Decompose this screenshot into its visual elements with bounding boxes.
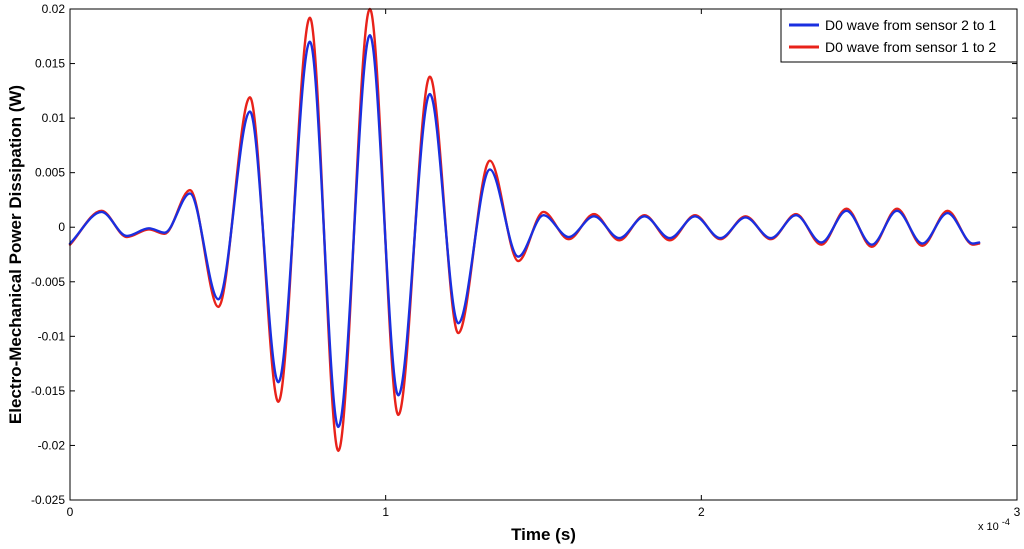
legend-label-1: D0 wave from sensor 2 to 1 [825, 17, 996, 33]
y-tick-label: -0.02 [38, 438, 66, 452]
series-layer [68, 7, 981, 453]
legend: D0 wave from sensor 2 to 1 D0 wave from s… [780, 8, 1018, 63]
plot-area [70, 9, 1017, 500]
x-axis-multiplier-base: x 10 [978, 521, 999, 533]
y-tick-label: -0.025 [31, 493, 65, 507]
plot-frame [69, 8, 1018, 501]
x-axis-multiplier-exponent: -4 [1002, 517, 1010, 527]
legend-label-2: D0 wave from sensor 1 to 2 [825, 39, 996, 55]
x-tick-label: 3 [1014, 505, 1021, 519]
x-tick-label: 0 [67, 505, 74, 519]
y-tick-label: -0.005 [31, 275, 65, 289]
ticks-layer: -0.025 -0.02 -0.015 -0.01 -0.005 0 0.005 0.01 0.… [31, 2, 1021, 519]
x-axis-multiplier: x 10 -4 [978, 517, 1010, 533]
y-tick-label: 0 [58, 220, 65, 234]
x-tick-label: 2 [698, 505, 705, 519]
y-tick-label: 0.005 [35, 166, 65, 180]
y-tick-label: 0.01 [42, 111, 66, 125]
y-axis-title: Electro-Mechanical Power Dissipation (W) [6, 85, 25, 424]
y-tick-label: -0.01 [38, 329, 66, 343]
y-tick-label: -0.015 [31, 384, 65, 398]
y-tick-label: 0.02 [42, 2, 66, 16]
series-line-1 [68, 33, 981, 429]
legend-box [780, 8, 1018, 63]
x-tick-label: 1 [382, 505, 389, 519]
x-axis-title: Time (s) [511, 525, 576, 544]
y-tick-label: 0.015 [35, 57, 65, 71]
